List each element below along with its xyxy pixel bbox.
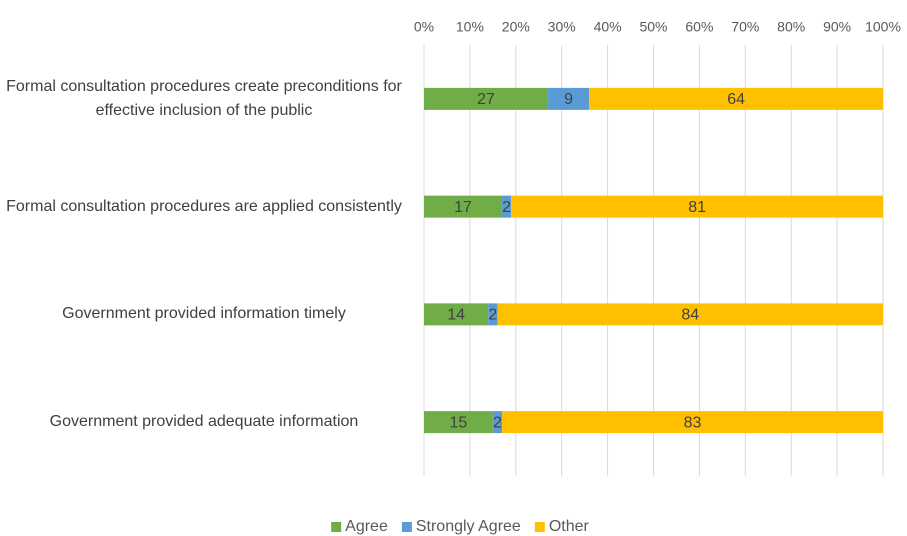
- legend-swatch: [331, 522, 342, 532]
- legend-swatch: [534, 522, 545, 532]
- bar-segment: [488, 303, 498, 326]
- data-label: 2: [493, 414, 502, 431]
- x-tick-label: 60%: [685, 19, 713, 35]
- data-label: 64: [727, 91, 745, 108]
- data-label: 2: [502, 199, 511, 216]
- data-label: 84: [681, 307, 699, 324]
- data-label: 17: [454, 199, 472, 216]
- x-tick-label: 10%: [456, 19, 484, 35]
- category-label: Formal consultation procedures create pr…: [6, 77, 402, 119]
- x-tick-label: 40%: [594, 19, 622, 35]
- bar-segment: [492, 411, 503, 434]
- data-label: 9: [564, 91, 573, 108]
- bar-segment: [502, 195, 512, 218]
- data-label: 81: [688, 199, 706, 216]
- bar-segment: [424, 303, 489, 326]
- legend-label: Other: [549, 518, 590, 535]
- bar-segment: [497, 303, 883, 326]
- x-tick-label: 20%: [502, 19, 530, 35]
- data-label: 15: [450, 414, 468, 431]
- data-label: 27: [477, 91, 495, 108]
- data-label: 14: [447, 307, 465, 324]
- bar-segment: [511, 195, 883, 218]
- x-tick-label: 70%: [731, 19, 759, 35]
- category-label: Formal consultation procedures are appli…: [6, 197, 402, 215]
- bar-segment: [502, 411, 883, 434]
- legend-label: Agree: [345, 518, 388, 535]
- x-tick-label: 50%: [639, 19, 667, 35]
- bar-segment: [547, 87, 590, 110]
- legend-swatch: [401, 522, 412, 532]
- bar-segment: [424, 195, 503, 218]
- x-tick-label: 0%: [414, 19, 434, 35]
- x-tick-label: 30%: [548, 19, 576, 35]
- x-tick-label: 80%: [777, 19, 805, 35]
- category-label: Government provided adequate information: [49, 413, 359, 431]
- x-tick-label: 100%: [865, 19, 901, 35]
- legend-label: Strongly Agree: [416, 518, 521, 535]
- data-label: 83: [684, 414, 702, 431]
- data-label: 2: [488, 307, 497, 324]
- x-tick-label: 90%: [823, 19, 851, 35]
- category-label: Government provided information timely: [62, 305, 346, 323]
- bar-segment: [424, 87, 548, 110]
- bar-segment: [424, 411, 493, 434]
- bar-segment: [589, 87, 883, 110]
